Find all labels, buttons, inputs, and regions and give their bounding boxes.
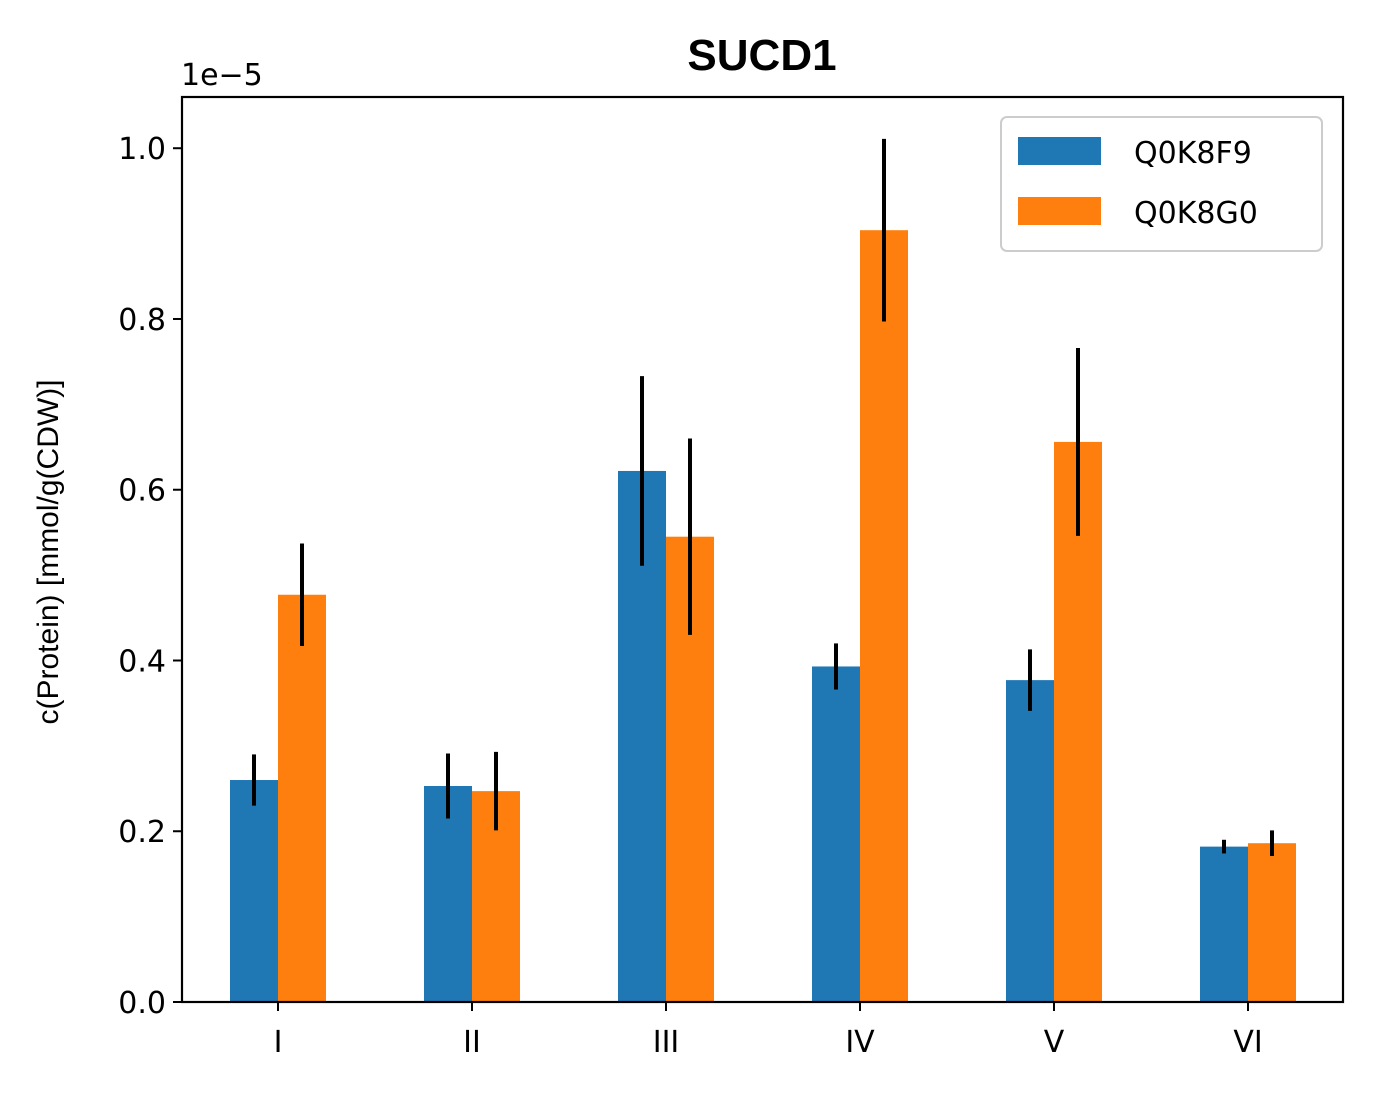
bars-layer	[230, 230, 1296, 1003]
legend-swatch-Q0K8G0	[1018, 197, 1101, 225]
y-tick-label: 0.4	[118, 644, 166, 679]
legend-label-Q0K8F9: Q0K8F9	[1134, 136, 1252, 171]
bar-Q0K8G0-VI	[1248, 843, 1296, 1002]
y-tick-label: 1.0	[118, 132, 166, 167]
x-tick-label: IV	[845, 1025, 875, 1060]
plot-frame	[180, 95, 1345, 1004]
y-axis-offset-text: 1e−5	[181, 58, 263, 93]
y-tick-label: 0.2	[118, 815, 166, 850]
x-tick-label: V	[1044, 1025, 1065, 1060]
y-tick-label: 0.0	[118, 986, 166, 1021]
error-bars-layer	[252, 138, 1274, 857]
y-axis-ticks: 0.0 0.2 0.4 0.6 0.8 1.0	[118, 132, 182, 1021]
y-tick-label: 0.8	[118, 303, 166, 338]
y-tick-label: 0.6	[118, 474, 166, 509]
y-axis-label: c(Protein) [mmol/g(CDW)]	[32, 379, 65, 724]
chart-title: SUCD1	[687, 31, 836, 80]
bar-Q0K8F9-I	[230, 780, 278, 1002]
x-tick-label: I	[274, 1025, 283, 1060]
x-tick-label: VI	[1233, 1025, 1262, 1060]
legend: Q0K8F9 Q0K8G0	[1000, 116, 1323, 252]
bar-Q0K8F9-II	[424, 785, 472, 1002]
legend-label-Q0K8G0: Q0K8G0	[1134, 196, 1258, 231]
x-tick-label: III	[653, 1025, 680, 1060]
bar-Q0K8F9-IV	[812, 666, 860, 1002]
legend-swatch-Q0K8F9	[1018, 137, 1101, 165]
bar-Q0K8F9-VI	[1200, 846, 1248, 1002]
bar-Q0K8G0-IV	[860, 230, 908, 1003]
x-axis-ticks: I II III IV V VI	[274, 1002, 1263, 1060]
x-tick-label: II	[463, 1025, 481, 1060]
bar-Q0K8F9-V	[1006, 680, 1054, 1002]
bar-Q0K8G0-I	[278, 594, 326, 1002]
